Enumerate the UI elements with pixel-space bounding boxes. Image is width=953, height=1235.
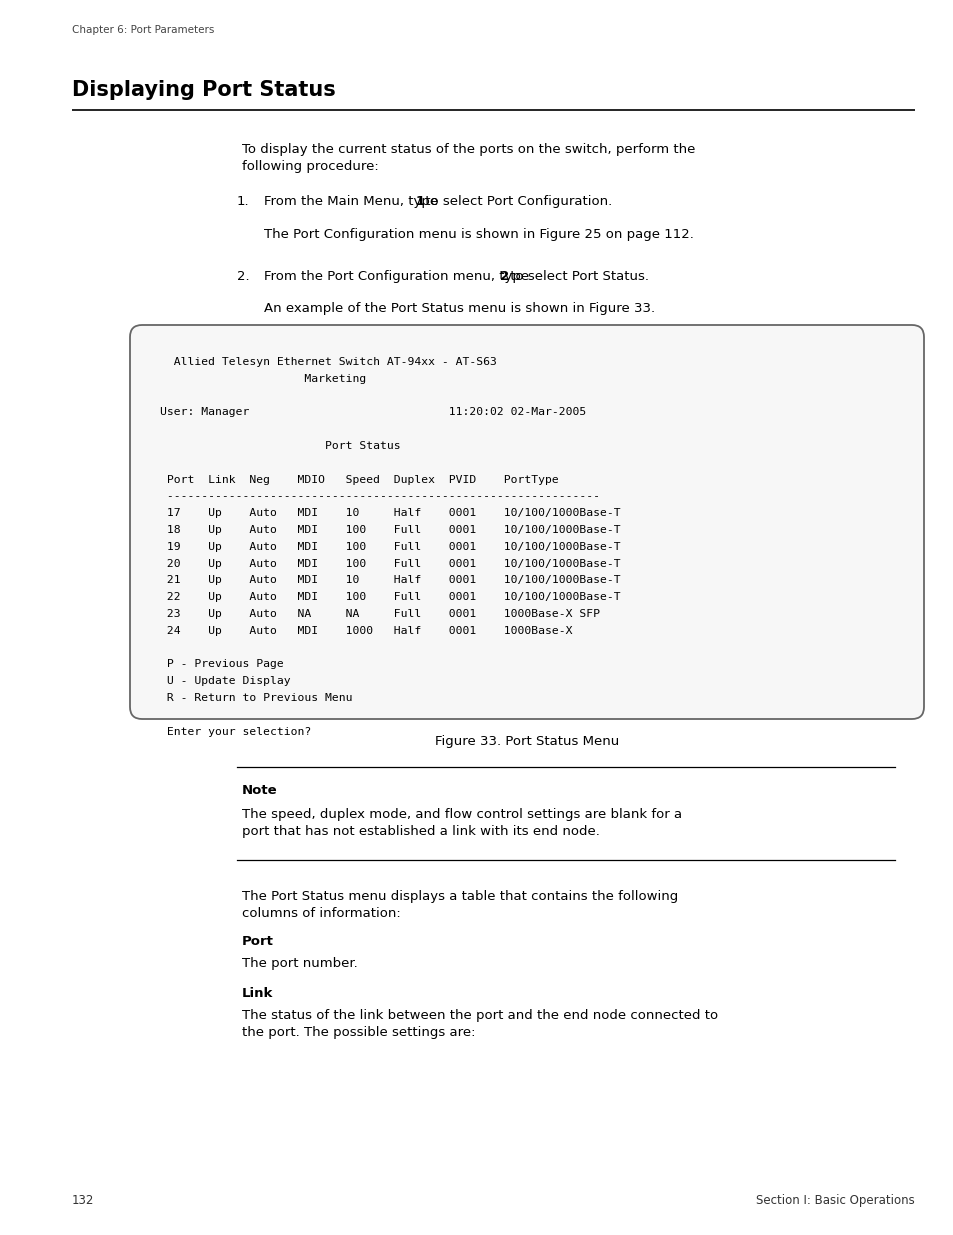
Text: R - Return to Previous Menu: R - Return to Previous Menu — [160, 693, 352, 703]
Text: to select Port Status.: to select Port Status. — [505, 270, 648, 283]
Text: P - Previous Page: P - Previous Page — [160, 659, 283, 669]
Text: The Port Status menu displays a table that contains the following
columns of inf: The Port Status menu displays a table th… — [242, 890, 678, 920]
Text: 1.: 1. — [236, 195, 250, 207]
Text: Chapter 6: Port Parameters: Chapter 6: Port Parameters — [71, 25, 214, 35]
Text: Figure 33. Port Status Menu: Figure 33. Port Status Menu — [435, 735, 618, 748]
Text: 132: 132 — [71, 1194, 94, 1207]
Text: Allied Telesyn Ethernet Switch AT-94xx - AT-S63: Allied Telesyn Ethernet Switch AT-94xx -… — [160, 357, 497, 367]
Text: Displaying Port Status: Displaying Port Status — [71, 80, 335, 100]
Text: 23    Up    Auto   NA     NA     Full    0001    1000Base-X SFP: 23 Up Auto NA NA Full 0001 1000Base-X SF… — [160, 609, 599, 619]
Text: To display the current status of the ports on the switch, perform the
following : To display the current status of the por… — [242, 143, 695, 173]
Text: to select Port Configuration.: to select Port Configuration. — [421, 195, 612, 207]
Text: Link: Link — [242, 987, 274, 1000]
Text: User: Manager                             11:20:02 02-Mar-2005: User: Manager 11:20:02 02-Mar-2005 — [160, 408, 586, 417]
Text: 2.: 2. — [236, 270, 250, 283]
Text: Note: Note — [242, 784, 277, 797]
Text: 22    Up    Auto   MDI    100    Full    0001    10/100/1000Base-T: 22 Up Auto MDI 100 Full 0001 10/100/1000… — [160, 593, 620, 603]
Text: U - Update Display: U - Update Display — [160, 677, 291, 687]
Text: The port number.: The port number. — [242, 957, 357, 969]
Text: ---------------------------------------------------------------: ----------------------------------------… — [160, 492, 599, 501]
Text: From the Main Menu, type: From the Main Menu, type — [264, 195, 442, 207]
Text: From the Port Configuration menu, type: From the Port Configuration menu, type — [264, 270, 533, 283]
FancyBboxPatch shape — [130, 325, 923, 719]
Text: 21    Up    Auto   MDI    10     Half    0001    10/100/1000Base-T: 21 Up Auto MDI 10 Half 0001 10/100/1000B… — [160, 576, 620, 585]
Text: Port: Port — [242, 935, 274, 948]
Text: The status of the link between the port and the end node connected to
the port. : The status of the link between the port … — [242, 1009, 718, 1039]
Text: 17    Up    Auto   MDI    10     Half    0001    10/100/1000Base-T: 17 Up Auto MDI 10 Half 0001 10/100/1000B… — [160, 508, 620, 519]
Text: Port  Link  Neg    MDIO   Speed  Duplex  PVID    PortType: Port Link Neg MDIO Speed Duplex PVID Por… — [160, 474, 558, 484]
Text: 24    Up    Auto   MDI    1000   Half    0001    1000Base-X: 24 Up Auto MDI 1000 Half 0001 1000Base-X — [160, 626, 572, 636]
Text: 18    Up    Auto   MDI    100    Full    0001    10/100/1000Base-T: 18 Up Auto MDI 100 Full 0001 10/100/1000… — [160, 525, 620, 535]
Text: The Port Configuration menu is shown in Figure 25 on page 112.: The Port Configuration menu is shown in … — [264, 228, 693, 241]
Text: An example of the Port Status menu is shown in Figure 33.: An example of the Port Status menu is sh… — [264, 303, 655, 315]
Text: Marketing: Marketing — [160, 374, 366, 384]
Text: 20    Up    Auto   MDI    100    Full    0001    10/100/1000Base-T: 20 Up Auto MDI 100 Full 0001 10/100/1000… — [160, 558, 620, 568]
Text: 19    Up    Auto   MDI    100    Full    0001    10/100/1000Base-T: 19 Up Auto MDI 100 Full 0001 10/100/1000… — [160, 542, 620, 552]
Text: Port Status: Port Status — [160, 441, 400, 451]
Text: Enter your selection?: Enter your selection? — [160, 726, 311, 736]
Text: The speed, duplex mode, and flow control settings are blank for a
port that has : The speed, duplex mode, and flow control… — [242, 808, 681, 839]
Text: 2: 2 — [499, 270, 508, 283]
Text: 1: 1 — [415, 195, 424, 207]
Text: Section I: Basic Operations: Section I: Basic Operations — [756, 1194, 914, 1207]
